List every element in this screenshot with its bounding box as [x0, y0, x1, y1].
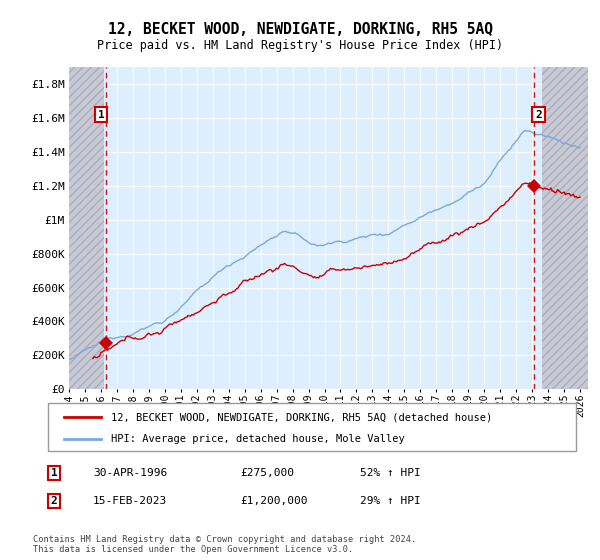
Text: 2: 2 — [535, 110, 542, 120]
Text: £1,200,000: £1,200,000 — [240, 496, 308, 506]
Text: £275,000: £275,000 — [240, 468, 294, 478]
Bar — [542, 67, 588, 389]
Text: 12, BECKET WOOD, NEWDIGATE, DORKING, RH5 5AQ (detached house): 12, BECKET WOOD, NEWDIGATE, DORKING, RH5… — [112, 413, 493, 422]
Text: 30-APR-1996: 30-APR-1996 — [93, 468, 167, 478]
Text: 52% ↑ HPI: 52% ↑ HPI — [360, 468, 421, 478]
Bar — [69, 67, 104, 389]
Text: HPI: Average price, detached house, Mole Valley: HPI: Average price, detached house, Mole… — [112, 434, 405, 444]
Text: Contains HM Land Registry data © Crown copyright and database right 2024.
This d: Contains HM Land Registry data © Crown c… — [33, 535, 416, 554]
Text: 15-FEB-2023: 15-FEB-2023 — [93, 496, 167, 506]
FancyBboxPatch shape — [48, 403, 576, 451]
Text: 2: 2 — [50, 496, 58, 506]
Text: 1: 1 — [50, 468, 58, 478]
Text: Price paid vs. HM Land Registry's House Price Index (HPI): Price paid vs. HM Land Registry's House … — [97, 39, 503, 52]
Text: 1: 1 — [98, 110, 104, 120]
Text: 12, BECKET WOOD, NEWDIGATE, DORKING, RH5 5AQ: 12, BECKET WOOD, NEWDIGATE, DORKING, RH5… — [107, 22, 493, 38]
Text: 29% ↑ HPI: 29% ↑ HPI — [360, 496, 421, 506]
